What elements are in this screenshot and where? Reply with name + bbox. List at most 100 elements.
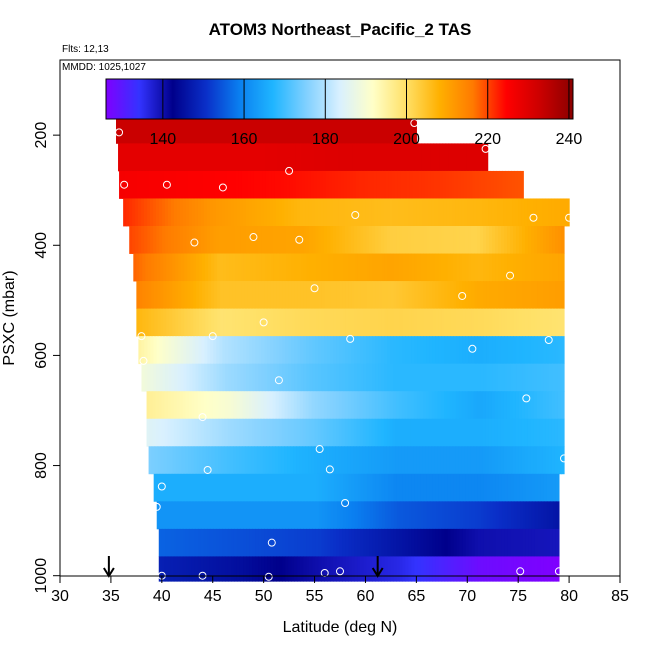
heatmap-cell (444, 336, 448, 365)
heatmap-cell (171, 501, 176, 530)
heatmap-cell (348, 253, 353, 282)
heatmap-cell (348, 501, 353, 530)
heatmap-cell (297, 473, 302, 502)
heatmap-cell (555, 308, 559, 337)
heatmap-cell (348, 308, 353, 337)
heatmap-cell (181, 308, 185, 337)
heatmap-cell (202, 143, 206, 172)
heatmap-cell (393, 363, 397, 392)
heatmap-cell (413, 446, 418, 475)
heatmap-cell (487, 170, 491, 199)
heatmap-cell (237, 226, 241, 254)
heatmap-cell (451, 170, 456, 199)
heatmap-cell (342, 336, 346, 365)
heatmap-cell (308, 391, 313, 420)
heatmap-cell (365, 391, 370, 420)
heatmap-cell (417, 281, 422, 310)
heatmap-cell (282, 473, 287, 502)
heatmap-cell (386, 198, 391, 227)
heatmap-cell (356, 446, 360, 475)
heatmap-cell (229, 281, 233, 310)
heatmap-cell (335, 118, 339, 144)
heatmap-cell (329, 418, 334, 447)
heatmap-cell (317, 446, 321, 475)
heatmap-cell (429, 556, 434, 582)
heatmap-cell (234, 501, 239, 530)
heatmap-cell (437, 391, 442, 420)
heatmap-cell (410, 118, 414, 144)
heatmap-cell (330, 501, 335, 530)
heatmap-cell (390, 528, 395, 557)
heatmap-cell (204, 501, 209, 530)
heatmap-cell (534, 308, 538, 337)
heatmap-cell (312, 281, 317, 310)
heatmap-cell (546, 253, 550, 282)
heatmap-cell (177, 198, 181, 227)
heatmap-cell (431, 446, 436, 475)
heatmap-cell (557, 391, 562, 420)
heatmap-cell (390, 473, 395, 502)
heatmap-cell (531, 308, 535, 337)
heatmap-cell (438, 556, 443, 582)
heatmap-cell (315, 528, 319, 557)
heatmap-cell (512, 391, 517, 420)
heatmap-cell (303, 528, 307, 557)
heatmap-cell (486, 528, 491, 557)
heatmap-cell (480, 501, 485, 530)
heatmap-cell (229, 143, 233, 172)
heatmap-cell (372, 528, 376, 557)
heatmap-cell (256, 446, 261, 475)
heatmap-cell (275, 446, 279, 475)
heatmap-cell (255, 528, 259, 557)
heatmap-cell (417, 226, 421, 254)
heatmap-cell (540, 226, 544, 254)
heatmap-cell (342, 556, 346, 582)
heatmap-cell (234, 336, 238, 365)
heatmap-cell (342, 308, 347, 337)
heatmap-cell (233, 556, 238, 582)
heatmap-cell (288, 363, 292, 392)
heatmap-cell (464, 418, 469, 447)
heatmap-cell (411, 501, 416, 530)
heatmap-cell (169, 308, 173, 337)
heatmap-cell (537, 226, 541, 254)
heatmap-cell (154, 143, 158, 172)
heatmap-cell (380, 446, 384, 475)
heatmap-cell (441, 556, 446, 582)
heatmap-cell (377, 198, 382, 227)
heatmap-cell (288, 473, 293, 502)
heatmap-cell (372, 336, 376, 365)
heatmap-cell (477, 336, 481, 365)
heatmap-bands (116, 118, 570, 582)
heatmap-cell (305, 418, 310, 447)
heatmap-cell (191, 391, 196, 420)
heatmap-cell (382, 170, 387, 199)
heatmap-cell (336, 473, 341, 502)
heatmap-cell (218, 118, 222, 144)
heatmap-cell (459, 363, 463, 392)
heatmap-cell (206, 556, 211, 582)
heatmap-cell (423, 308, 428, 337)
heatmap-cell (528, 473, 533, 502)
heatmap-cell (400, 170, 405, 199)
heatmap-cell (169, 143, 173, 172)
heatmap-cell (153, 363, 158, 392)
heatmap-cell (248, 391, 253, 420)
heatmap-cell (546, 363, 550, 392)
heatmap-cell (176, 418, 181, 447)
heatmap-cell (318, 473, 323, 502)
heatmap-cell (344, 118, 348, 144)
heatmap-cell (533, 198, 537, 227)
heatmap-cell (510, 473, 515, 502)
heatmap-cell (480, 226, 484, 254)
heatmap-cell (528, 363, 532, 392)
heatmap-cell (225, 473, 230, 502)
heatmap-cell (186, 473, 191, 502)
heatmap-cell (426, 528, 431, 557)
heatmap-cell (217, 281, 221, 310)
heatmap-cell (160, 308, 164, 337)
heatmap-cell (501, 253, 505, 282)
heatmap-cell (408, 556, 413, 582)
heatmap-cell (321, 281, 326, 310)
heatmap-cell (373, 170, 378, 199)
